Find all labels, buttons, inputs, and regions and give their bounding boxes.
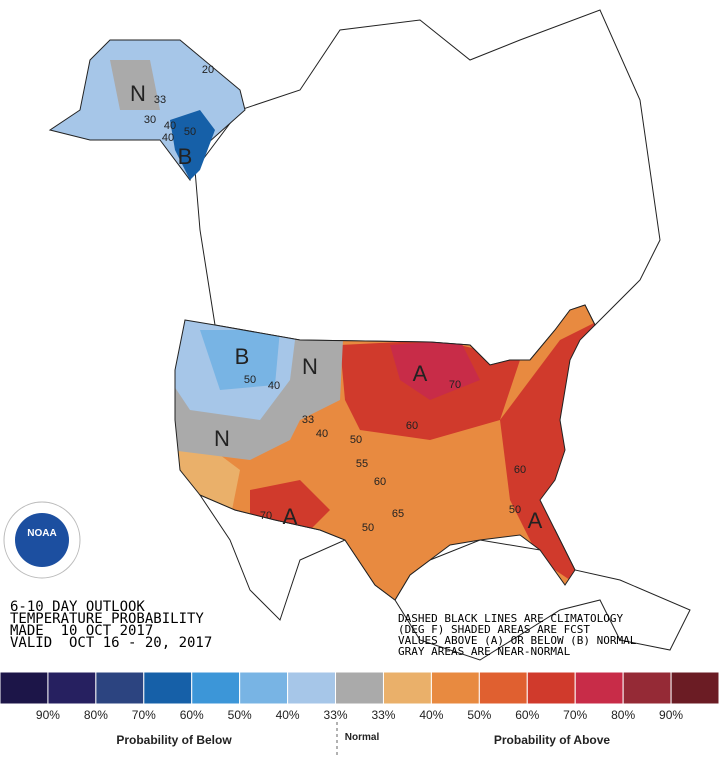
- contour-label: 40: [268, 380, 280, 392]
- contour-label: 33: [302, 414, 314, 426]
- legend-swatch: [95, 671, 145, 705]
- contour-label: 20: [202, 64, 214, 76]
- legend-label: 40%: [419, 708, 443, 722]
- region-label: B: [235, 344, 250, 369]
- legend-label: 80%: [84, 708, 108, 722]
- legend: 90% 80% 70% 60% 50% 40% 33% 33% 40% 50% 60% 70% 80% 9…: [0, 671, 719, 722]
- legend-swatch: [191, 671, 241, 705]
- legend-swatch: [382, 671, 432, 705]
- noaa-logo: NOAA: [3, 501, 81, 579]
- legend-swatch: [670, 671, 719, 705]
- legend-label: 90%: [36, 708, 60, 722]
- legend-label: 60%: [515, 708, 539, 722]
- contour-label: 70: [449, 379, 461, 391]
- region-label: A: [528, 508, 543, 533]
- legend-label: 80%: [611, 708, 635, 722]
- legend-label: 33%: [324, 708, 348, 722]
- legend-label: 40%: [276, 708, 300, 722]
- legend-swatch: [143, 671, 193, 705]
- legend-swatch: [239, 671, 289, 705]
- outlook-line: 6-10 DAY OUTLOOK: [10, 599, 145, 615]
- legend-label: 60%: [180, 708, 204, 722]
- contour-label: 70: [260, 510, 272, 522]
- area-above-max: [390, 340, 480, 400]
- area-below-50: [200, 330, 280, 390]
- logo-text: NOAA: [27, 528, 56, 539]
- contour-label: 50: [350, 434, 362, 446]
- legend-label: 70%: [563, 708, 587, 722]
- alaska-below: [170, 110, 215, 180]
- contour-label: 65: [392, 508, 404, 520]
- normal-caption: Normal: [345, 732, 380, 743]
- region-label: N: [130, 81, 146, 106]
- contour-label: 30: [144, 114, 156, 126]
- contour-label: 40: [316, 428, 328, 440]
- region-label: B: [178, 144, 193, 169]
- below-caption: Probability of Below: [116, 733, 232, 747]
- legend-swatch: [335, 671, 384, 705]
- notes-text: DASHED BLACK LINES ARE CLIMATOLOGY(DEG F…: [398, 612, 637, 658]
- legend-swatch: [622, 671, 672, 705]
- legend-swatch: [47, 671, 97, 705]
- note-line: (DEG F) SHADED AREAS ARE FCST: [398, 623, 590, 636]
- us-outline: [174, 304, 596, 601]
- note-line: GRAY AREAS ARE NEAR-NORMAL: [398, 645, 571, 658]
- contour-label: 55: [356, 458, 368, 470]
- contour-label: 40: [164, 120, 176, 132]
- region-label: A: [413, 361, 428, 386]
- contour-label: 50: [509, 504, 521, 516]
- region-label: N: [302, 354, 318, 379]
- contour-label: 40: [162, 132, 174, 144]
- region-label: N: [214, 426, 230, 451]
- legend-swatch: [574, 671, 624, 705]
- canada: [194, 9, 661, 366]
- note-line: VALUES ABOVE (A) OR BELOW (B) NORMAL: [398, 634, 637, 647]
- legend-swatch: [0, 671, 49, 705]
- legend-swatch: [478, 671, 528, 705]
- alaska-normal: [110, 60, 160, 110]
- above-caption: Probability of Above: [494, 733, 611, 747]
- contour-label: 60: [406, 420, 418, 432]
- contour-label: 50: [244, 374, 256, 386]
- note-line: DASHED BLACK LINES ARE CLIMATOLOGY: [398, 612, 624, 625]
- contour-label: 50: [362, 522, 374, 534]
- contour-label: 60: [514, 464, 526, 476]
- outlook-line: TEMPERATURE PROBABILITY: [10, 611, 204, 627]
- region-label: A: [283, 504, 298, 529]
- logo-disc: [15, 513, 69, 567]
- legend-swatch: [526, 671, 576, 705]
- legend-label: 33%: [371, 708, 395, 722]
- contour-label: 60: [374, 476, 386, 488]
- basemap: [48, 9, 691, 661]
- contour-label: 50: [184, 126, 196, 138]
- outlook-line: VALID OCT 16 - 20, 2017: [10, 635, 212, 651]
- contour-label: 33: [154, 94, 166, 106]
- legend-swatch: [287, 671, 337, 705]
- legend-label: 70%: [132, 708, 156, 722]
- legend-label: 90%: [659, 708, 683, 722]
- legend-label: 50%: [467, 708, 491, 722]
- legend-label: 50%: [228, 708, 252, 722]
- outlook-line: MADE 10 OCT 2017: [10, 623, 153, 639]
- legend-swatch: [430, 671, 480, 705]
